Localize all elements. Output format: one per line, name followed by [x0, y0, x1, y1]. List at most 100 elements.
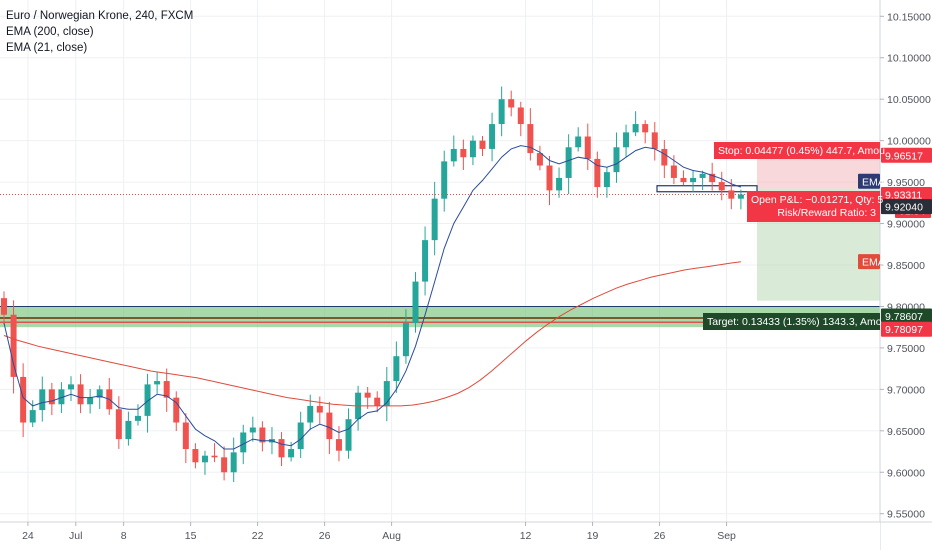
candle-up — [623, 132, 630, 148]
candle-up — [288, 449, 295, 458]
support-price-tag-text: 9.78097 — [885, 324, 923, 336]
time-tick-label: 12 — [520, 530, 532, 542]
candle-up — [297, 422, 304, 450]
candle-down — [651, 132, 658, 149]
candle-up — [450, 148, 457, 162]
candle-up — [67, 384, 74, 390]
candle-down — [77, 384, 84, 405]
candle-up — [144, 384, 151, 416]
candle-up — [154, 381, 161, 385]
candle-down — [115, 409, 122, 440]
candle-up — [431, 198, 438, 241]
candle-down — [508, 99, 515, 108]
candle-down — [680, 177, 687, 183]
candle-down — [221, 457, 228, 473]
time-axis[interactable]: 24 Jul 8 15 22 26 Aug 12 19 26 Sep — [0, 521, 932, 550]
time-tick-label: 19 — [587, 530, 599, 542]
ema-21-tag-text: EMA — [862, 176, 885, 188]
stop-label-line: Stop: 0.04477 (0.45%) 447.7, Amou — [718, 145, 885, 157]
ema-21-tag-bg — [858, 173, 880, 189]
candle-down — [182, 422, 189, 450]
position-labels: 9.96517EMA9.9331101:549.92040EMA9.786079… — [703, 142, 932, 337]
candle-up — [498, 99, 505, 125]
stop-price-tag-text: 9.96517 — [885, 150, 923, 162]
target-price-tag: 9.78607 — [881, 308, 932, 324]
time-tick-label: Sep — [717, 530, 736, 542]
candle-up — [383, 381, 390, 406]
time-tick-label: Aug — [382, 530, 401, 542]
candle-down — [326, 412, 333, 440]
candle-up — [699, 173, 706, 178]
candle-down — [10, 314, 17, 377]
candle-up — [565, 147, 572, 178]
stop-price-tag: 9.96517 — [881, 147, 932, 163]
ema-200-tag-bg — [858, 254, 880, 270]
support-price-tag-bg — [881, 321, 932, 337]
candle-down — [192, 449, 199, 463]
low-price-tag-text: 9.92040 — [885, 202, 923, 214]
candle-up — [412, 281, 419, 324]
entry-box — [656, 185, 758, 193]
time-tick-label: 8 — [121, 530, 127, 542]
candle-down — [163, 381, 170, 398]
position-tool[interactable] — [0, 152, 880, 328]
target-price-tag-bg — [881, 308, 932, 324]
candle-down — [479, 140, 486, 149]
candle-up — [39, 389, 46, 411]
candle-down — [661, 148, 668, 166]
candle-down — [728, 190, 735, 199]
legend-ema-200[interactable]: EMA (200, close) — [6, 26, 94, 38]
legend-symbol[interactable]: Euro / Norwegian Krone, 240, FXCM — [6, 10, 194, 22]
stop-label-bg — [714, 142, 880, 159]
candle-up — [422, 240, 429, 282]
ema-200-tag: EMA — [858, 254, 885, 270]
chart-grid — [0, 0, 880, 522]
candle-down — [259, 427, 266, 443]
candle-down — [173, 397, 180, 423]
candle-up — [441, 161, 448, 199]
time-tick-label: 15 — [185, 530, 197, 542]
ema-200-tag-text: EMA — [862, 257, 885, 269]
ema-21-line — [3, 145, 742, 450]
candle-down — [517, 107, 524, 125]
candle-down — [546, 165, 553, 191]
candle-down — [584, 136, 591, 159]
candle-up — [240, 432, 247, 453]
candles — [1, 86, 744, 483]
price-tick-label: 9.65000 — [887, 426, 925, 438]
candle-up — [125, 420, 132, 440]
price-tick-label: 10.15000 — [887, 11, 931, 23]
target-label-line: Target: 0.13433 (1.35%) 1343.3, Amo — [707, 316, 882, 328]
candle-up — [402, 323, 409, 357]
time-axis-bg — [0, 522, 880, 550]
current-price-tag-bg — [881, 187, 932, 203]
price-tick-label: 10.00000 — [887, 136, 931, 148]
time-tick-label: 24 — [22, 530, 34, 542]
price-tick-label: 9.70000 — [887, 384, 925, 396]
pnl-label-line: Risk/Reward Ratio: 3 — [777, 207, 876, 219]
legend-ema-21[interactable]: EMA (21, close) — [6, 42, 88, 54]
candle-up — [556, 177, 563, 191]
price-axis[interactable]: 10.1500010.1000010.0500010.000009.950009… — [879, 0, 932, 550]
candle-down — [48, 389, 55, 405]
candle-up — [230, 452, 237, 473]
candle-down — [374, 397, 381, 406]
price-tick-label: 9.85000 — [887, 260, 925, 272]
candle-down — [709, 173, 716, 183]
candle-up — [690, 177, 697, 183]
candle-up — [87, 397, 94, 405]
candle-up — [469, 140, 476, 158]
target-label: Target: 0.13433 (1.35%) 1343.3, Amo — [703, 313, 882, 330]
pnl-label-bg — [747, 191, 880, 222]
candle-down — [670, 165, 677, 178]
candle-down — [642, 124, 649, 133]
target-label-bg — [703, 313, 880, 330]
candle-up — [603, 172, 610, 188]
candle-up — [393, 356, 400, 382]
candle-up — [489, 124, 496, 149]
candle-down — [20, 376, 27, 423]
candle-up — [96, 389, 103, 398]
candle-down — [316, 405, 323, 413]
